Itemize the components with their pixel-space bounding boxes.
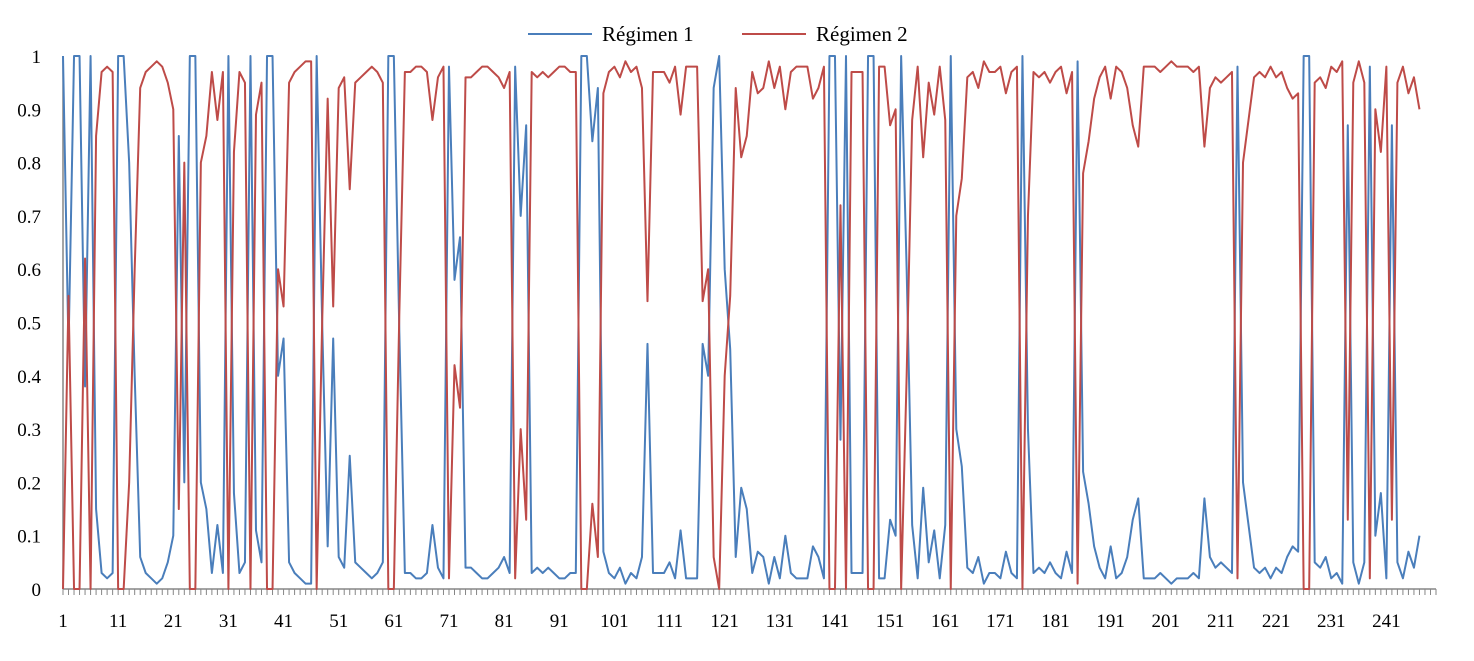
- y-tick-label: 0.8: [17, 154, 41, 175]
- x-tick-label: 81: [495, 611, 514, 632]
- x-tick-label: 21: [164, 611, 183, 632]
- y-tick-label: 0.9: [17, 100, 41, 121]
- series-line-regimen-2: [62, 60, 1421, 590]
- x-tick-label: 91: [550, 611, 569, 632]
- series-layer: [62, 55, 1421, 590]
- x-tick-label: 211: [1207, 611, 1235, 632]
- y-tick-label: 0.6: [17, 260, 41, 281]
- x-tick-label: 31: [219, 611, 238, 632]
- x-tick-label: 101: [600, 611, 629, 632]
- y-tick-label: 0.5: [17, 314, 41, 335]
- y-tick-label: 0.4: [17, 367, 41, 388]
- x-axis: 1 11 21 31 41 51 61 71 81 91 101 111 121 131 141 151 161…: [58, 588, 1437, 632]
- x-tick-label: 161: [931, 611, 960, 632]
- y-tick-label: 0.7: [17, 207, 41, 228]
- y-tick-label: 0.1: [17, 527, 41, 548]
- legend: Régimen 1 Régimen 2: [528, 22, 908, 46]
- x-tick-label: 71: [439, 611, 458, 632]
- x-tick-label: 61: [384, 611, 403, 632]
- x-tick-label: 181: [1041, 611, 1070, 632]
- legend-label: Régimen 1: [602, 22, 694, 46]
- x-tick-label: 241: [1372, 611, 1401, 632]
- x-tick-label: 111: [656, 611, 683, 632]
- y-axis: 0 0.1 0.2 0.3 0.4 0.5 0.6 0.7 0.8 0.9 1: [17, 47, 64, 601]
- y-tick-label: 1: [32, 47, 42, 68]
- x-tick-label: 51: [329, 611, 348, 632]
- x-tick-label: 231: [1317, 611, 1346, 632]
- x-tick-label: 121: [710, 611, 739, 632]
- x-tick-label: 141: [821, 611, 850, 632]
- x-tick-label: 221: [1262, 611, 1291, 632]
- x-tick-label: 171: [986, 611, 1015, 632]
- x-tick-label: 201: [1152, 611, 1181, 632]
- legend-label: Régimen 2: [816, 22, 908, 46]
- x-tick-label: 151: [876, 611, 905, 632]
- series-line-regimen-1: [62, 55, 1421, 585]
- y-tick-label: 0.2: [17, 473, 41, 494]
- x-tick-label: 131: [766, 611, 795, 632]
- x-tick-label: 1: [58, 611, 68, 632]
- y-tick-label: 0.3: [17, 420, 41, 441]
- y-tick-label: 0: [32, 580, 42, 601]
- x-tick-label: 11: [109, 611, 127, 632]
- x-tick-label: 191: [1096, 611, 1125, 632]
- x-tick-label: 41: [274, 611, 293, 632]
